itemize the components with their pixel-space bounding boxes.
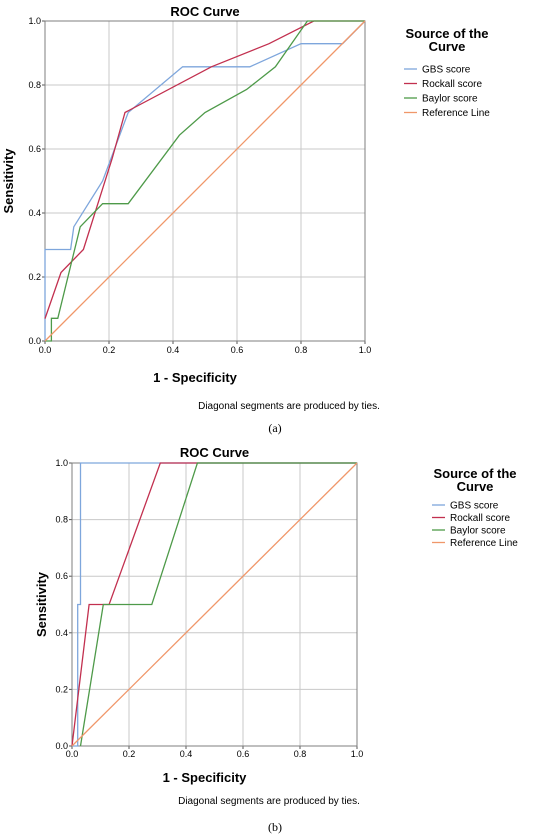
x-tick-label: 1.0 <box>359 345 372 355</box>
y-tick-label: 0.0 <box>55 741 68 751</box>
legend-label: Baylor score <box>422 94 478 105</box>
legend-label: Rockall score <box>450 513 510 524</box>
roc-chart-panel-a: 0.0 0.0 0.2 0.2 0.4 0.4 0.6 0.6 0.8 0.8 1.0 1.0 ROC … <box>1 4 490 435</box>
y-tick-label: 1.0 <box>28 16 41 26</box>
y-tick-label: 0.0 <box>28 336 41 346</box>
y-axis-title: Sensitivity <box>1 148 16 214</box>
legend-label: GBS score <box>450 501 499 512</box>
x-tick-label: 0.8 <box>295 345 308 355</box>
plot-border <box>44 20 366 342</box>
x-tick-label: 0.0 <box>39 345 52 355</box>
y-tick-label: 0.4 <box>55 628 68 638</box>
y-axis-title: Sensitivity <box>34 571 49 637</box>
roc-chart-panel-b: 0.0 0.0 0.2 0.2 0.4 0.4 0.6 0.6 0.8 0.8 1.0 1.0 ROC … <box>0 440 550 837</box>
series-line-gbs-score <box>44 20 366 341</box>
x-tick-label: 0.8 <box>294 749 307 759</box>
y-tick-label: 0.6 <box>28 144 41 154</box>
legend-title: Source of the Curve <box>433 466 516 494</box>
y-tick-label: 0.8 <box>55 515 68 525</box>
x-tick-label: 0.6 <box>237 749 250 759</box>
series-line-reference-line <box>71 462 358 747</box>
footnote: Diagonal segments are produced by ties. <box>198 401 380 412</box>
legend-label: Reference Line <box>422 108 490 119</box>
panel-caption: (a) <box>268 421 281 435</box>
x-axis-title: 1 - Specificity <box>153 370 238 385</box>
legend-label: GBS score <box>422 65 471 76</box>
y-tick-label: 1.0 <box>55 458 68 468</box>
chart-title: ROC Curve <box>180 445 249 460</box>
series-line-reference-line <box>44 20 366 342</box>
y-tick-label: 0.4 <box>28 208 41 218</box>
series-line-baylor-score <box>45 20 365 342</box>
legend-label: Rockall score <box>422 79 482 90</box>
x-tick-label: 0.4 <box>167 345 180 355</box>
series-line-rockall-score <box>44 20 365 319</box>
y-tick-label: 0.8 <box>28 80 41 90</box>
series-line-gbs-score <box>72 462 357 747</box>
chart-title: ROC Curve <box>170 4 239 19</box>
x-tick-label: 1.0 <box>351 749 364 759</box>
x-tick-label: 0.0 <box>66 749 79 759</box>
x-axis-title: 1 - Specificity <box>163 770 248 785</box>
x-tick-label: 0.6 <box>231 345 244 355</box>
y-tick-label: 0.6 <box>55 571 68 581</box>
footnote: Diagonal segments are produced by ties. <box>178 796 360 807</box>
x-tick-label: 0.2 <box>123 749 136 759</box>
legend-label: Baylor score <box>450 526 506 537</box>
x-tick-label: 0.2 <box>103 345 116 355</box>
series-line-baylor-score <box>79 462 357 747</box>
y-tick-label: 0.2 <box>28 272 41 282</box>
y-tick-label: 0.2 <box>55 684 68 694</box>
legend-label: Reference Line <box>450 538 518 549</box>
legend-title: Source of the Curve <box>405 26 488 54</box>
x-tick-label: 0.4 <box>180 749 193 759</box>
roc-chart-b: 0.00.0 0.2 0.2 0.4 0.4 0.6 0.6 0.8 0.8 1.0 1.0 ROC … <box>34 445 518 834</box>
roc-chart-a: 0.00.0 0.2 0.2 0.4 0.4 0.6 0.6 0.8 0.8 1.0 1.0 ROC … <box>1 4 490 435</box>
panel-caption: (b) <box>268 820 282 834</box>
